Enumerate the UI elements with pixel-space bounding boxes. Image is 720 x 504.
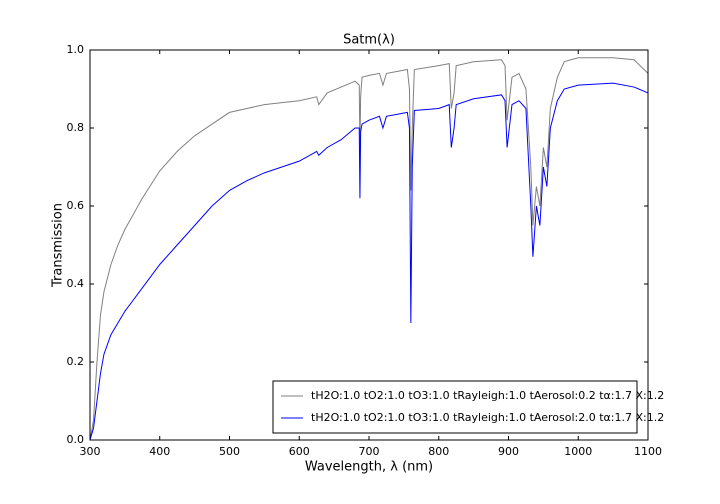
y-tick-label: 0.6	[67, 199, 85, 212]
x-tick-label: 1000	[564, 445, 592, 458]
series-line	[89, 57, 649, 441]
x-tick-label: 400	[149, 445, 170, 458]
y-axis-label: Transmission	[51, 203, 66, 288]
y-tick-label: 0.2	[67, 355, 85, 368]
chart-title: Satm(λ)	[343, 33, 395, 48]
x-tick-label: 300	[80, 445, 101, 458]
y-tick-label: 0.4	[67, 277, 85, 290]
x-tick-label: 1100	[634, 445, 662, 458]
x-tick-label: 900	[498, 445, 519, 458]
y-tick-label: 0.8	[67, 121, 85, 134]
legend-label: tH2O:1.0 tO2:1.0 tO3:1.0 tRayleigh:1.0 t…	[311, 389, 664, 402]
series-line	[89, 82, 649, 441]
legend: tH2O:1.0 tO2:1.0 tO3:1.0 tRayleigh:1.0 t…	[272, 380, 664, 434]
x-tick-label: 500	[219, 445, 240, 458]
y-tick-label: 1.0	[67, 43, 85, 56]
legend-box	[272, 380, 638, 434]
x-tick-label: 800	[428, 445, 449, 458]
x-tick-label: 700	[359, 445, 380, 458]
y-tick-label: 0.0	[67, 433, 85, 446]
legend-label: tH2O:1.0 tO2:1.0 tO3:1.0 tRayleigh:1.0 t…	[311, 411, 664, 424]
x-tick-label: 600	[289, 445, 310, 458]
x-axis-label: Wavelength, λ (nm)	[305, 460, 433, 475]
plot-frame	[89, 49, 649, 441]
